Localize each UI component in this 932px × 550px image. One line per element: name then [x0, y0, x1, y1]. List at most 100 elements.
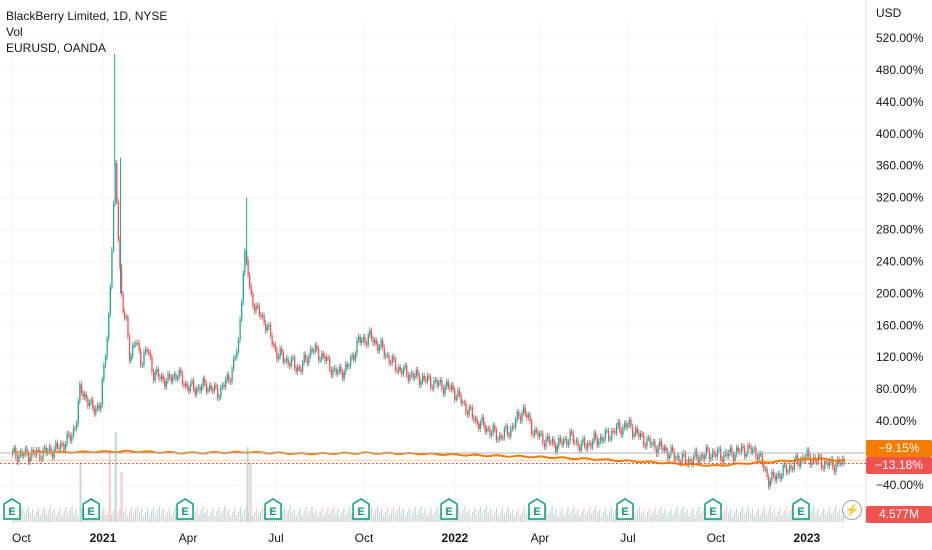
candle [292, 357, 294, 359]
candle [428, 375, 430, 378]
volume-bar [140, 509, 143, 522]
volume-bar [101, 512, 103, 522]
earnings-marker[interactable]: E [616, 498, 634, 520]
earnings-marker[interactable]: E [352, 498, 370, 520]
volume-bar [220, 514, 222, 522]
volume-bar [107, 511, 109, 522]
candle [707, 447, 709, 451]
candle [170, 377, 172, 382]
volume-bar [123, 512, 125, 522]
candle [164, 380, 166, 387]
earnings-marker[interactable]: E [440, 498, 458, 520]
volume-bar [281, 511, 283, 522]
legend-compare-symbol[interactable]: EURUSD, OANDA [6, 41, 107, 55]
earnings-marker[interactable]: E [264, 498, 282, 520]
volume-bar [242, 514, 244, 522]
volume-bar [162, 509, 164, 522]
volume-bar [200, 510, 202, 522]
volume-bar [648, 508, 650, 522]
legend-volume[interactable]: Vol [6, 25, 23, 39]
volume-bar [214, 515, 216, 522]
candle [301, 362, 304, 372]
volume-bar [31, 509, 34, 522]
candle [167, 373, 169, 382]
candle [670, 447, 672, 456]
candle [752, 449, 754, 453]
flash-icon[interactable]: ⚡ [842, 500, 862, 520]
candle [556, 445, 558, 452]
candle [306, 359, 309, 364]
candle [828, 461, 831, 467]
candle [108, 314, 110, 339]
volume-bar [743, 514, 746, 522]
candle [327, 357, 329, 359]
candle [93, 407, 95, 414]
candle [305, 354, 307, 360]
candle [744, 447, 746, 457]
candle [800, 459, 802, 467]
candle [325, 357, 328, 362]
candle [313, 351, 315, 353]
earnings-marker[interactable]: E [3, 498, 21, 520]
candle [418, 375, 421, 385]
candle [771, 471, 773, 481]
candle [784, 464, 786, 466]
earnings-marker[interactable]: E [704, 498, 722, 520]
candle [398, 367, 400, 372]
candle [186, 383, 188, 389]
earnings-marker[interactable]: E [176, 498, 194, 520]
earnings-marker[interactable]: E [792, 498, 810, 520]
candle [745, 454, 747, 457]
candle [708, 450, 711, 460]
volume-bar [113, 510, 115, 522]
volume-bar [228, 509, 230, 522]
candle [329, 358, 331, 370]
volume-bar [688, 516, 690, 522]
candle [756, 456, 759, 460]
volume-bar [737, 515, 740, 522]
candle [402, 368, 405, 375]
candle [439, 380, 442, 383]
candle [32, 449, 35, 453]
volume-bar [208, 516, 210, 522]
volume-bar [390, 511, 393, 522]
volume-bar [404, 516, 406, 522]
candle [462, 402, 464, 404]
volume-bar [787, 514, 789, 522]
volume-bar [577, 509, 579, 522]
volume-bar [323, 515, 325, 522]
volume-bar [422, 513, 424, 522]
volume-bar [735, 508, 738, 522]
y-tick-label: 520.00% [876, 31, 924, 45]
volume-bar [567, 507, 569, 522]
candle [141, 364, 144, 366]
candle [401, 370, 403, 375]
candle [114, 163, 116, 204]
volume-bar [287, 510, 289, 522]
candle [575, 440, 578, 443]
y-tick-label: −40.00% [876, 478, 924, 492]
volume-bar [378, 513, 381, 522]
candle [646, 438, 648, 447]
candle [159, 376, 161, 380]
candle [657, 446, 659, 455]
y-tick-label: 440.00% [876, 95, 924, 109]
volume-bar [476, 515, 478, 522]
candle [74, 427, 76, 429]
volume-bar [569, 514, 571, 522]
volume-bar [662, 513, 664, 522]
volume-bar [319, 512, 321, 522]
candle [23, 454, 25, 456]
legend-main-symbol[interactable]: BlackBerry Limited, 1D, NYSE [6, 9, 168, 23]
volume-bar [347, 511, 349, 522]
volume-bar [301, 515, 303, 522]
axis-currency[interactable]: USD [876, 6, 902, 20]
volume-bar [462, 510, 464, 522]
earnings-marker[interactable]: E [528, 498, 546, 520]
volume-bar [680, 510, 682, 522]
candle [58, 447, 60, 450]
candle [660, 441, 663, 448]
earnings-marker[interactable]: E [82, 498, 100, 520]
